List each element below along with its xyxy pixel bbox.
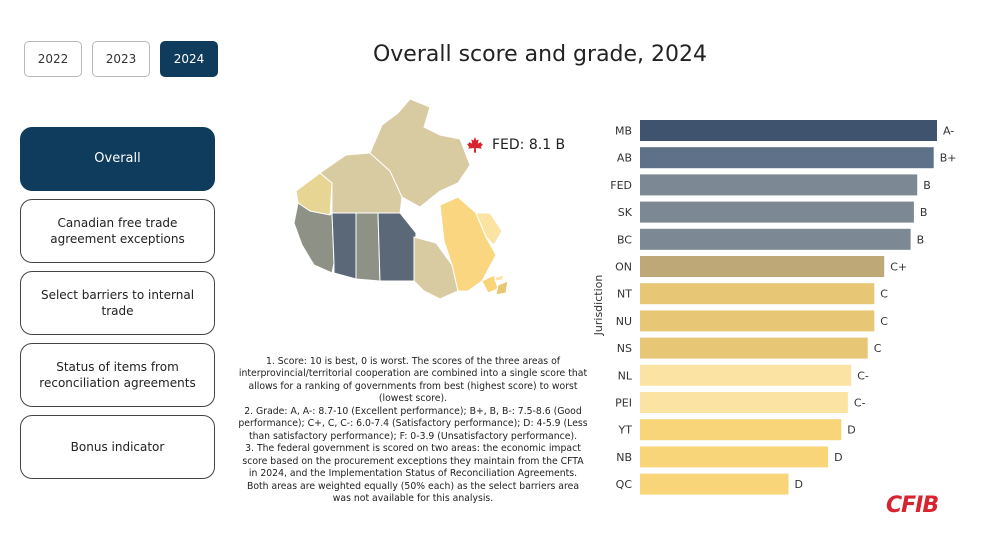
maple-leaf-icon — [466, 136, 484, 153]
fed-score-text: FED: 8.1 B — [492, 137, 566, 153]
grade-label-on: C+ — [890, 261, 907, 274]
grade-label-bc: B — [917, 233, 925, 246]
bar-yt[interactable] — [640, 419, 842, 441]
bar-qc[interactable] — [640, 473, 789, 495]
grade-label-nt: C — [880, 288, 888, 301]
bar-chart-svg: Jurisdiction MB A- AB B+ FED B SK B BC B ON C+ NT C NU C… — [592, 120, 957, 495]
nav-overall-button[interactable]: Overall — [20, 127, 215, 191]
tick-label-nt: NT — [617, 288, 632, 301]
bar-bc[interactable] — [640, 228, 911, 250]
nav-select-barriers-button[interactable]: Select barriers to internal trade — [20, 271, 215, 335]
map-region-nl[interactable] — [475, 212, 503, 246]
bar-pei[interactable] — [640, 392, 848, 413]
tick-label-nb: NB — [616, 451, 632, 464]
page-title: Overall score and grade, 2024 — [372, 42, 708, 67]
bar-ab[interactable] — [640, 147, 934, 169]
y-axis-title: Jurisdiction — [592, 275, 605, 337]
fed-score-label: FED: 8.1 B — [466, 136, 565, 154]
tick-label-mb: MB — [615, 125, 632, 138]
tick-label-bc: BC — [617, 233, 632, 246]
map-region-pei[interactable] — [494, 274, 505, 282]
map-region-ns[interactable] — [495, 280, 509, 296]
map-region-ab[interactable] — [331, 212, 357, 280]
grade-label-nl: C- — [857, 369, 869, 382]
footnote-line-1: 1. Score: 10 is best, 0 is worst. The sc… — [238, 356, 588, 405]
nav-cfta-exceptions-button[interactable]: Canadian free trade agreement exceptions — [20, 199, 215, 263]
map-region-mb[interactable] — [377, 212, 417, 282]
canada-map — [293, 98, 509, 300]
grade-label-pei: C- — [854, 397, 866, 410]
grade-label-nb: D — [834, 451, 842, 464]
tick-label-fed: FED — [610, 179, 632, 192]
tick-label-nl: NL — [618, 369, 633, 382]
footnote-line-2: 2. Grade: A, A-: 8.7-10 (Excellent perfo… — [238, 405, 588, 442]
tick-label-nu: NU — [616, 315, 632, 328]
year-tab-2024[interactable]: 2024 — [160, 41, 218, 77]
bar-fed[interactable] — [640, 174, 918, 196]
bar-on[interactable] — [640, 256, 885, 277]
grade-label-nu: C — [880, 315, 888, 328]
tick-label-yt: YT — [618, 424, 633, 437]
tick-label-on: ON — [615, 261, 632, 274]
tick-label-qc: QC — [616, 478, 633, 491]
section-nav: Overall Canadian free trade agreement ex… — [20, 127, 215, 487]
grade-label-fed: B — [923, 179, 931, 192]
tick-label-sk: SK — [618, 206, 633, 219]
bar-ns[interactable] — [640, 337, 868, 359]
footnote-line-3: 3. The federal government is scored on t… — [242, 443, 584, 504]
year-tab-2022[interactable]: 2022 — [24, 41, 82, 77]
grade-label-qc: D — [795, 478, 803, 491]
bar-nl[interactable] — [640, 364, 852, 386]
map-region-nu[interactable] — [369, 98, 471, 208]
cfib-logo: CFIB — [886, 493, 939, 518]
bar-nu[interactable] — [640, 310, 875, 332]
score-bar-chart: Jurisdiction MB A- AB B+ FED B SK B BC B ON C+ NT C NU C… — [588, 110, 968, 500]
year-tab-2023[interactable]: 2023 — [92, 41, 150, 77]
map-region-sk[interactable] — [355, 212, 381, 282]
tick-label-ns: NS — [617, 342, 632, 355]
tick-label-ab: AB — [617, 152, 632, 165]
grade-label-sk: B — [920, 206, 928, 219]
map-region-bc[interactable] — [293, 202, 335, 274]
bar-sk[interactable] — [640, 201, 914, 223]
bar-nb[interactable] — [640, 446, 829, 468]
year-tabs: 2022 2023 2024 — [24, 41, 218, 77]
grade-label-yt: D — [847, 424, 855, 437]
nav-bonus-indicator-button[interactable]: Bonus indicator — [20, 415, 215, 479]
nav-reconciliation-button[interactable]: Status of items from reconciliation agre… — [20, 343, 215, 407]
bar-nt[interactable] — [640, 283, 875, 305]
grade-label-mb: A- — [943, 125, 954, 138]
footnote: 1. Score: 10 is best, 0 is worst. The sc… — [238, 356, 588, 505]
bar-mb[interactable] — [640, 120, 937, 141]
tick-label-pei: PEI — [615, 397, 632, 410]
grade-label-ns: C — [874, 342, 882, 355]
map-region-on[interactable] — [413, 236, 459, 300]
grade-label-ab: B+ — [940, 152, 957, 165]
